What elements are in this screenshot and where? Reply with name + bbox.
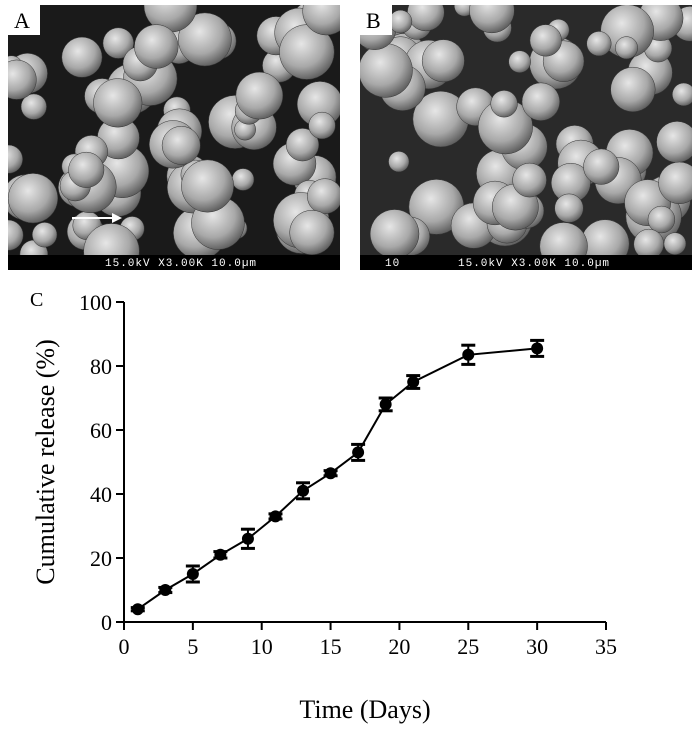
sem-caption: 15.0kV X3.00K 10.0µm bbox=[458, 258, 610, 270]
y-tick-label: 80 bbox=[90, 354, 112, 379]
microsphere bbox=[672, 82, 692, 107]
microsphere bbox=[633, 228, 664, 255]
arrow-head bbox=[112, 213, 122, 223]
data-point bbox=[131, 603, 144, 616]
x-tick-label: 5 bbox=[187, 634, 198, 659]
x-tick-label: 30 bbox=[526, 634, 548, 659]
data-point bbox=[531, 342, 544, 355]
microsphere bbox=[181, 159, 234, 213]
microsphere bbox=[521, 82, 561, 121]
data-point bbox=[462, 348, 475, 361]
microsphere bbox=[656, 121, 692, 163]
microsphere bbox=[289, 210, 335, 255]
microsphere bbox=[615, 36, 638, 60]
microsphere bbox=[83, 223, 140, 255]
microsphere bbox=[539, 222, 588, 255]
microsphere bbox=[32, 222, 58, 248]
y-tick-label: 20 bbox=[90, 546, 112, 571]
panel-label: B bbox=[366, 8, 381, 33]
x-tick-label: 10 bbox=[251, 634, 273, 659]
y-tick-label: 40 bbox=[90, 482, 112, 507]
microsphere bbox=[508, 50, 531, 73]
x-tick-label: 15 bbox=[320, 634, 342, 659]
microsphere bbox=[285, 128, 320, 162]
microsphere bbox=[235, 71, 284, 120]
microsphere bbox=[8, 173, 59, 224]
microsphere bbox=[307, 178, 340, 215]
microsphere bbox=[61, 36, 103, 78]
microsphere bbox=[512, 162, 547, 198]
microsphere bbox=[554, 193, 584, 223]
microsphere bbox=[583, 148, 620, 185]
data-point bbox=[186, 568, 199, 580]
data-point bbox=[379, 398, 392, 411]
microsphere bbox=[469, 5, 515, 34]
microsphere bbox=[421, 39, 465, 83]
microsphere bbox=[308, 111, 336, 140]
microsphere bbox=[369, 209, 420, 255]
y-tick-label: 0 bbox=[101, 610, 112, 635]
microsphere bbox=[20, 93, 47, 120]
x-axis-label: Time (Days) bbox=[299, 695, 430, 724]
data-point bbox=[352, 446, 365, 459]
data-point bbox=[241, 532, 254, 545]
microsphere bbox=[93, 78, 143, 128]
y-axis-label: Cumulative release (%) bbox=[31, 339, 60, 584]
sem-number: 10 bbox=[385, 258, 400, 270]
x-tick-label: 35 bbox=[595, 634, 617, 659]
microsphere bbox=[231, 168, 255, 191]
x-tick-label: 25 bbox=[457, 634, 479, 659]
microsphere bbox=[134, 24, 179, 69]
microsphere bbox=[586, 31, 612, 57]
microsphere bbox=[8, 219, 24, 251]
microsphere bbox=[647, 205, 676, 234]
label-box bbox=[360, 5, 392, 35]
y-tick-label: 60 bbox=[90, 418, 112, 443]
data-point bbox=[324, 467, 337, 480]
data-point bbox=[214, 548, 227, 561]
microsphere bbox=[360, 43, 413, 98]
data-point bbox=[159, 584, 172, 596]
microsphere bbox=[102, 27, 134, 59]
microsphere bbox=[658, 161, 692, 204]
data-point bbox=[297, 484, 310, 497]
microsphere bbox=[388, 151, 410, 173]
microsphere bbox=[68, 151, 105, 188]
microsphere bbox=[663, 232, 687, 255]
data-point bbox=[269, 510, 282, 523]
data-line bbox=[137, 347, 538, 611]
panel-label: C bbox=[30, 289, 43, 311]
microsphere bbox=[529, 24, 562, 57]
microsphere bbox=[610, 66, 656, 113]
x-tick-label: 0 bbox=[119, 634, 130, 659]
microsphere bbox=[8, 144, 23, 174]
info-bar bbox=[8, 255, 340, 270]
sem-caption: 15.0kV X3.00K 10.0µm bbox=[105, 258, 257, 270]
label-box bbox=[8, 5, 40, 35]
panel-label: A bbox=[14, 8, 30, 33]
microsphere bbox=[8, 59, 37, 100]
info-bar bbox=[360, 255, 692, 270]
microsphere bbox=[388, 9, 413, 34]
y-tick-label: 100 bbox=[79, 290, 112, 315]
microsphere bbox=[490, 90, 518, 118]
x-tick-label: 20 bbox=[388, 634, 410, 659]
microsphere bbox=[161, 126, 201, 165]
data-point bbox=[407, 376, 420, 388]
microsphere bbox=[178, 12, 232, 67]
microsphere bbox=[302, 5, 340, 36]
